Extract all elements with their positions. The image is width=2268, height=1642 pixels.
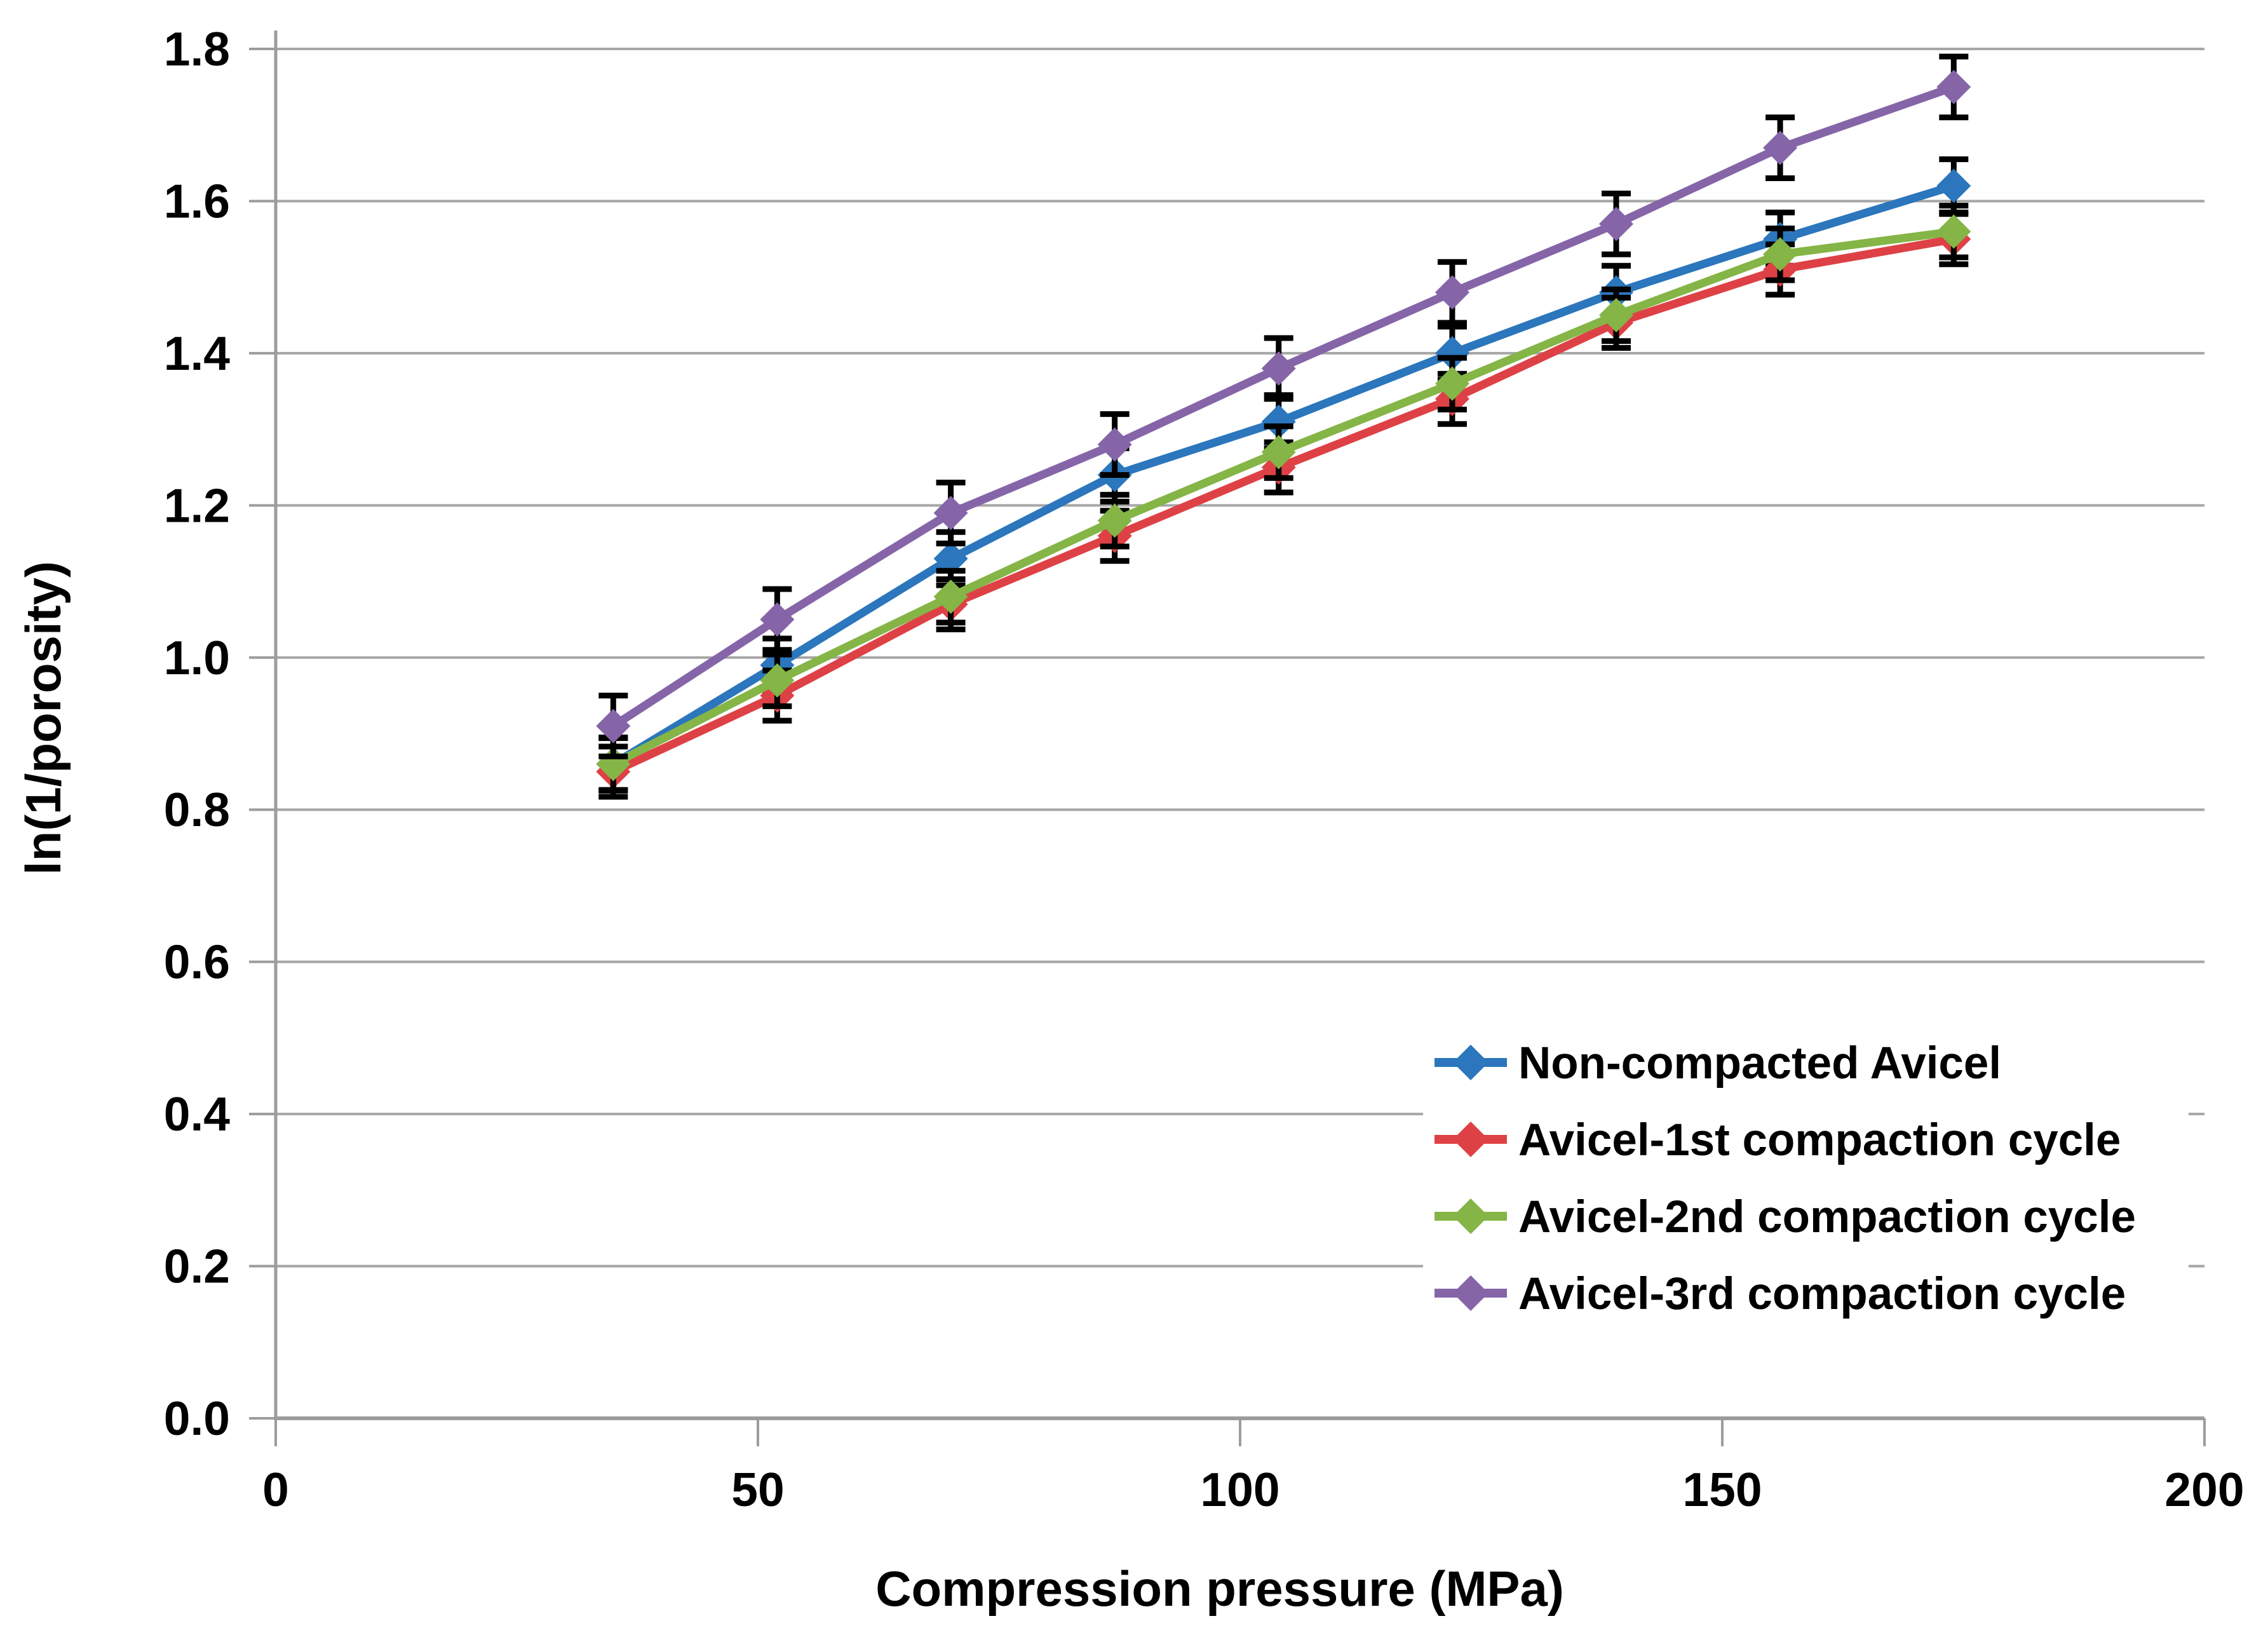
- series-markers: [596, 214, 1971, 782]
- gridlines: [276, 48, 2204, 1268]
- data-point-marker: [1261, 435, 1296, 470]
- x-axis-title: Compression pressure (MPa): [875, 1561, 1564, 1617]
- legend-item: Avicel-1st compaction cycle: [1434, 1115, 2121, 1165]
- legend-item-label: Non-compacted Avicel: [1518, 1038, 2001, 1089]
- y-tick-label: 0.6: [164, 935, 230, 989]
- y-tick-label: 1.6: [164, 174, 230, 227]
- legend-item: Avicel-3rd compaction cycle: [1434, 1269, 2126, 1319]
- legend-diamond-icon: [1453, 1198, 1488, 1234]
- legend-item: Non-compacted Avicel: [1434, 1038, 2001, 1089]
- legend-item-label: Avicel-2nd compaction cycle: [1518, 1192, 2136, 1242]
- x-tick-label: 150: [1682, 1463, 1762, 1516]
- y-tick-label: 0.8: [164, 783, 230, 836]
- y-tick-label: 1.4: [164, 327, 231, 380]
- y-tick-label: 1.0: [164, 631, 230, 684]
- data-point-marker: [1763, 237, 1798, 272]
- x-tick-label: 200: [2164, 1463, 2244, 1516]
- data-point-marker: [1936, 69, 1971, 104]
- data-point-marker: [933, 496, 968, 531]
- axes: [249, 31, 2206, 1446]
- legend-item-label: Avicel-3rd compaction cycle: [1518, 1269, 2126, 1319]
- error-bars: [598, 203, 1969, 793]
- x-tick-label: 50: [731, 1463, 784, 1516]
- y-tick-label: 0.2: [164, 1240, 230, 1293]
- legend: Non-compacted Avicel Avicel-1st compactio…: [1423, 1021, 2189, 1333]
- data-point-marker: [1097, 427, 1132, 462]
- data-point-marker: [1261, 404, 1296, 439]
- data-point-marker: [1434, 275, 1469, 310]
- series-layer: [596, 53, 1971, 800]
- y-tick-label: 1.2: [164, 478, 230, 532]
- y-tick-label: 0.4: [164, 1087, 231, 1141]
- data-point-marker: [1936, 214, 1971, 249]
- legend-background: [1423, 1021, 2189, 1333]
- series-markers: [596, 69, 1971, 743]
- x-tick-label: 100: [1200, 1463, 1279, 1516]
- y-axis-title: ln(1/porosity): [15, 561, 71, 875]
- data-point-marker: [1936, 168, 1971, 203]
- x-tick-label: 0: [262, 1463, 289, 1516]
- data-point-marker: [1763, 130, 1798, 165]
- data-point-marker: [1599, 207, 1634, 241]
- data-point-marker: [760, 602, 795, 637]
- data-point-marker: [1599, 298, 1634, 333]
- data-point-marker: [1434, 366, 1469, 401]
- data-point-marker: [1097, 503, 1132, 538]
- series-3: [596, 203, 1971, 793]
- data-point-marker: [933, 541, 968, 576]
- data-point-marker: [760, 663, 795, 698]
- data-point-marker: [596, 709, 631, 743]
- data-point-marker: [1261, 351, 1296, 386]
- legend-diamond-icon: [1453, 1045, 1488, 1080]
- y-tick-label: 0.0: [164, 1392, 230, 1445]
- data-point-marker: [933, 580, 968, 614]
- legend-diamond-icon: [1453, 1122, 1488, 1157]
- legend-item: Avicel-2nd compaction cycle: [1434, 1192, 2136, 1242]
- y-tick-label: 1.8: [164, 22, 230, 76]
- series-4: [596, 53, 1971, 759]
- tick-labels: 0.0 0.2 0.4 0.6 0.8 1.0 1.2 1.4 1.6 1.8 0 50 100 150 2…: [164, 22, 2244, 1516]
- series-line: [611, 227, 1955, 768]
- series-line: [611, 83, 1955, 729]
- legend-item-label: Avicel-1st compaction cycle: [1518, 1115, 2121, 1165]
- legend-diamond-icon: [1453, 1275, 1488, 1311]
- data-point-marker: [1434, 336, 1469, 370]
